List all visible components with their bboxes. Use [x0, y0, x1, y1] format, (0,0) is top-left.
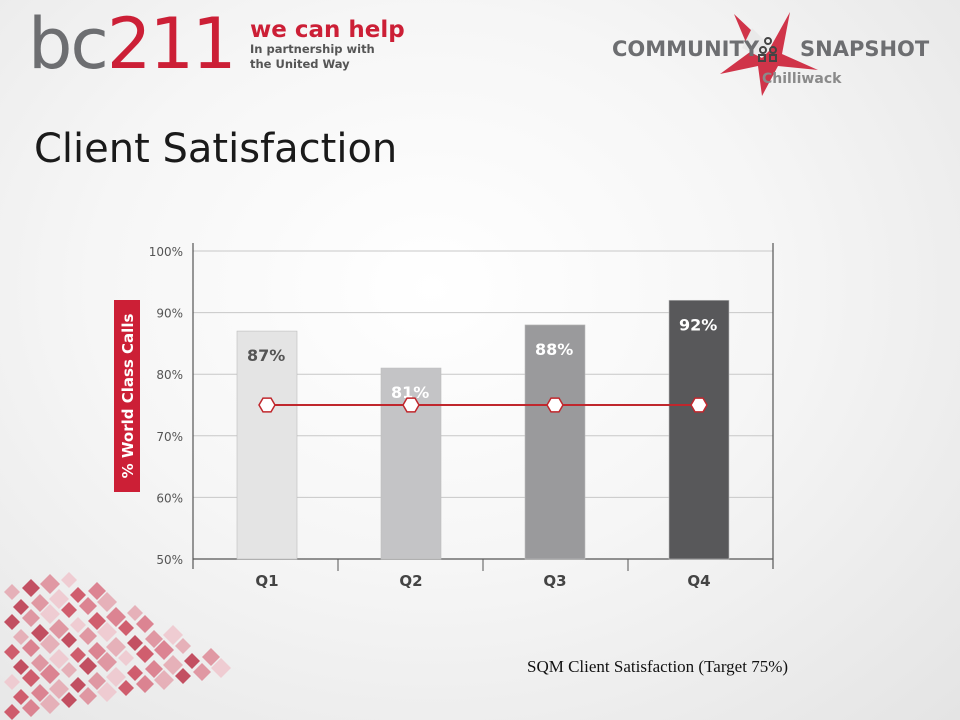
y-tick-label: 60%	[156, 491, 183, 505]
tagline-main: we can help	[250, 17, 405, 43]
x-tick-label: Q2	[399, 572, 422, 590]
bar	[236, 330, 298, 560]
y-axis-label: % World Class Calls	[119, 314, 137, 479]
tagline-line2: the United Way	[250, 57, 350, 71]
bc211-logo: bc211 we can help In partnership with th…	[28, 4, 408, 84]
bar-data-label: 92%	[679, 315, 717, 334]
page-title: Client Satisfaction	[34, 126, 398, 172]
target-marker	[546, 397, 564, 413]
y-tick-label: 50%	[156, 553, 183, 567]
community-snapshot-logo: COMMUNITY SNAPSHOT Chilliwack	[612, 8, 932, 98]
x-tick-label: Q4	[687, 572, 710, 590]
x-tick-label: Q3	[543, 572, 566, 590]
snapshot-location: Chilliwack	[762, 71, 842, 87]
bar-data-label: 88%	[535, 340, 573, 359]
bar-data-label: 87%	[247, 346, 285, 365]
snapshot-star-icon	[720, 12, 818, 96]
bar	[524, 324, 586, 560]
y-tick-label: 70%	[156, 430, 183, 444]
snapshot-word-community: COMMUNITY	[612, 37, 760, 61]
y-tick-label: 80%	[156, 368, 183, 382]
bc211-wordmark: bc211	[28, 3, 237, 85]
bar	[668, 299, 730, 560]
snapshot-word-snapshot: SNAPSHOT	[800, 37, 930, 61]
chart-caption: SQM Client Satisfaction (Target 75%)	[527, 657, 789, 676]
bc211-number: 211	[106, 3, 237, 85]
y-axis-label-badge	[114, 300, 140, 492]
bar-data-label: 81%	[391, 383, 429, 402]
y-axis-label-group: % World Class Calls	[114, 300, 140, 492]
y-tick-label: 100%	[149, 245, 183, 259]
x-tick-label: Q1	[255, 572, 278, 590]
bc211-prefix: bc	[28, 3, 109, 85]
target-marker	[258, 397, 276, 413]
bc211-tagline: we can help In partnership with the Unit…	[250, 18, 405, 72]
y-tick-label: 90%	[156, 307, 183, 321]
tagline-line1: In partnership with	[250, 42, 375, 56]
target-marker	[402, 397, 420, 413]
target-marker	[690, 397, 708, 413]
